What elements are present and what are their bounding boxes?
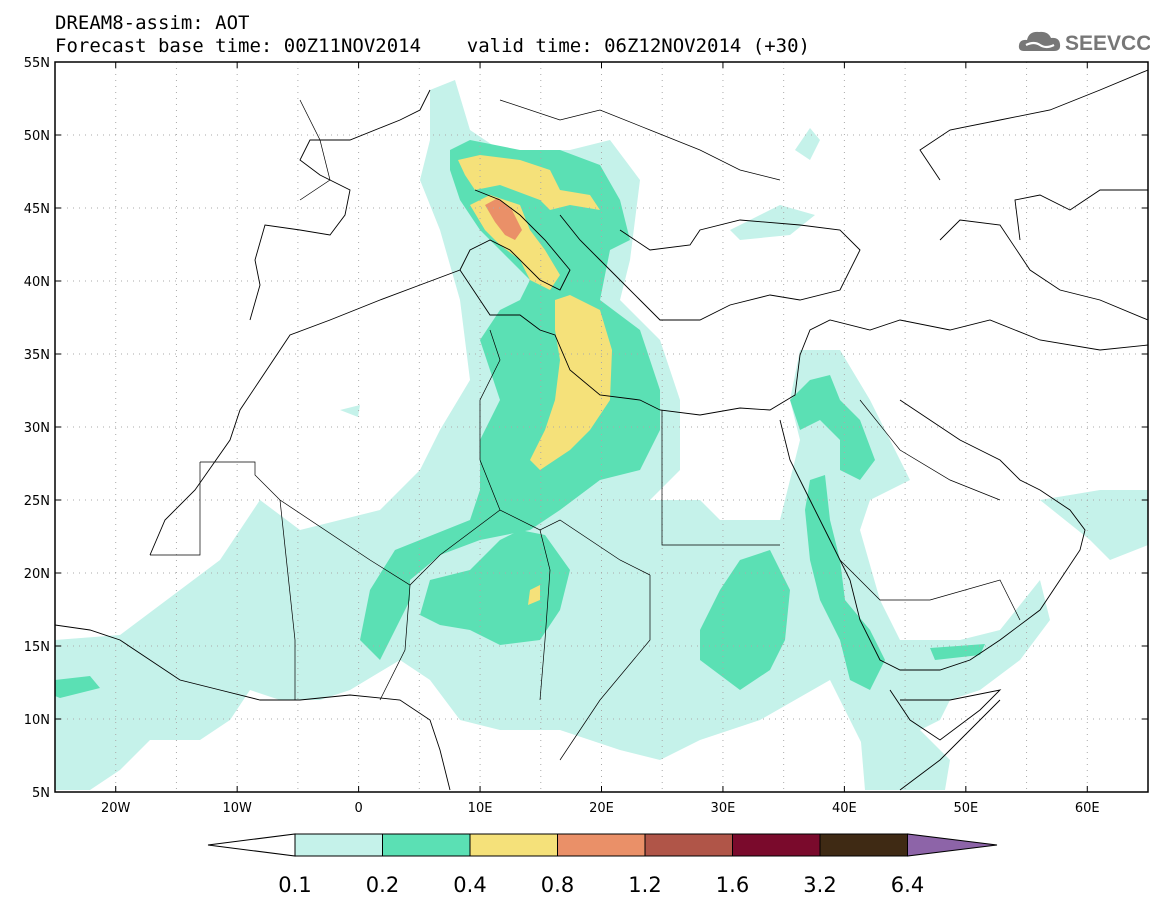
lat-tick-label: 5N	[32, 786, 50, 801]
colorbar-swatch	[557, 833, 646, 857]
colorbar-label: 6.4	[891, 873, 924, 897]
lat-tick-label: 30N	[24, 421, 50, 436]
colorbar-swatch	[382, 833, 471, 857]
colorbar-label: 0.2	[366, 873, 399, 897]
lat-tick-label: 15N	[24, 640, 50, 655]
lon-tick-label: 10E	[468, 801, 493, 816]
logo-text: SEEVCCC	[1065, 32, 1150, 55]
colorbar-lower-extend	[207, 833, 296, 857]
colorbar-label: 0.1	[278, 873, 311, 897]
cloud-icon	[1018, 31, 1061, 51]
lat-tick-label: 20N	[24, 567, 50, 582]
lat-tick-label: 25N	[24, 494, 50, 509]
map-gridlines	[54, 62, 1149, 792]
color-scale-legend: 0.1 0.2 0.4 0.8 1.2 1.6 3.2 6.4	[207, 833, 998, 897]
lon-tick-label: 30E	[711, 801, 736, 816]
colorbar-swatch	[732, 833, 821, 857]
lon-tick-label: 50E	[953, 801, 978, 816]
lon-tick-label: 40E	[832, 801, 857, 816]
colorbar-label: 0.8	[541, 873, 574, 897]
lat-tick-label: 50N	[24, 129, 50, 144]
aot-shading	[55, 80, 1148, 790]
lon-tick-label: 60E	[1075, 801, 1100, 816]
colorbar-label: 3.2	[803, 873, 836, 897]
country-borders	[150, 99, 1021, 761]
colorbar-swatch	[819, 833, 908, 857]
seevccc-logo: SEEVCCC	[1018, 24, 1165, 56]
map-title: DREAM8-assim: AOT	[55, 12, 250, 34]
colorbar-swatch	[294, 833, 383, 857]
lon-tick-label: 20W	[101, 801, 131, 816]
forecast-time-line: Forecast base time: 00Z11NOV2014 valid t…	[55, 35, 810, 57]
colorbar-swatch	[469, 833, 558, 857]
lat-tick-label: 10N	[24, 713, 50, 728]
lat-tick-label: 40N	[24, 275, 50, 290]
lon-tick-label: 20E	[589, 801, 614, 816]
colorbar-upper-extend	[907, 833, 998, 857]
colorbar-swatch	[644, 833, 733, 857]
lon-tick-label: 0	[354, 801, 362, 816]
longitude-ticks: 20W 10W 0 10E 20E 30E 40E 50E 60E	[101, 62, 1100, 816]
colorbar-label: 0.4	[453, 873, 486, 897]
colorbar-label: 1.2	[628, 873, 661, 897]
lat-tick-label: 45N	[24, 202, 50, 217]
lon-tick-label: 10W	[222, 801, 252, 816]
colorbar-label: 1.6	[716, 873, 749, 897]
lat-tick-label: 55N	[24, 56, 50, 71]
coastlines	[55, 69, 1148, 791]
lat-tick-label: 35N	[24, 348, 50, 363]
latitude-ticks: 55N 50N 45N 40N 35N 30N 25N 20N 15N 10N 5N	[24, 56, 1148, 801]
